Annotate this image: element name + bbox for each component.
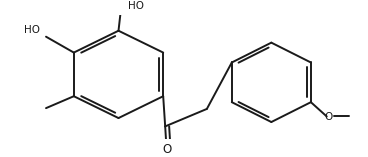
Text: HO: HO [24,24,40,35]
Text: O: O [163,143,172,156]
Text: O: O [325,112,333,122]
Text: HO: HO [128,1,144,11]
